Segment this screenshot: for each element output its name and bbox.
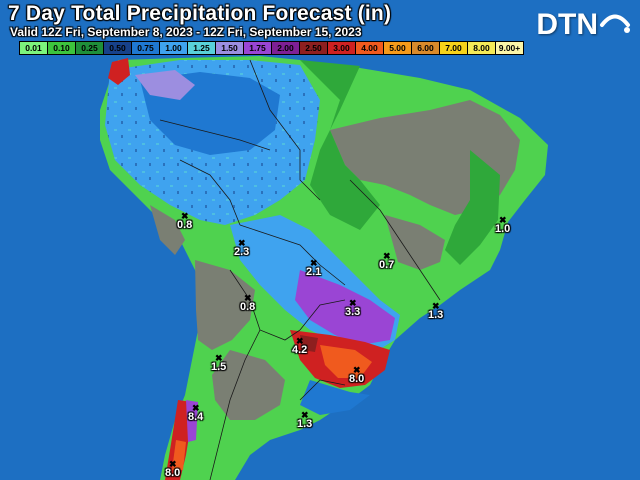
legend-cell: 7.00 xyxy=(439,41,468,55)
wet-chile-purple xyxy=(186,400,198,442)
heavy-chile-orange xyxy=(172,440,186,470)
station-marker-icon: ✖ xyxy=(215,353,223,363)
station-marker-icon: ✖ xyxy=(432,301,440,311)
precipitation-legend: 0.01 0.10 0.25 0.50 0.75 1.00 1.25 1.50 1.75 2.00… xyxy=(19,41,524,55)
station-value: 2.3 xyxy=(234,246,250,258)
station-marker-icon: ✖ xyxy=(181,211,189,221)
station-marker-icon: ✖ xyxy=(310,258,318,268)
heavy-darkred xyxy=(300,335,318,352)
legend-cell: 5.00 xyxy=(383,41,412,55)
station-marker-icon: ✖ xyxy=(238,238,246,248)
legend-cell: 3.00 xyxy=(327,41,356,55)
map-title: 7 Day Total Precipitation Forecast (in) xyxy=(8,2,392,25)
station-value: 4.2 xyxy=(292,344,308,356)
green-swath xyxy=(300,60,380,230)
station-value: 0.8 xyxy=(240,301,256,313)
legend-cell: 1.25 xyxy=(187,41,216,55)
station-marker-icon: ✖ xyxy=(169,459,177,469)
dtn-logo: DTN xyxy=(536,8,632,42)
dry-argentina xyxy=(212,350,285,420)
station-value: 8.4 xyxy=(188,411,204,423)
legend-cell: 9.00+ xyxy=(495,41,524,55)
wet-purple-nw xyxy=(135,70,195,100)
wet-red-nw xyxy=(108,58,130,85)
dry-region-peru xyxy=(150,205,185,255)
logo-text: DTN xyxy=(536,8,598,41)
station-value: 3.3 xyxy=(345,306,361,318)
legend-cell: 8.00 xyxy=(467,41,496,55)
station-value: 1.3 xyxy=(428,309,444,321)
dry-region-andes xyxy=(195,260,255,350)
station-marker-icon: ✖ xyxy=(499,215,507,225)
station-value: 1.0 xyxy=(495,223,511,235)
legend-cell: 2.00 xyxy=(271,41,300,55)
heavy-purple xyxy=(295,270,395,345)
station-marker-icon: ✖ xyxy=(301,410,309,420)
station-marker-icon: ✖ xyxy=(349,298,357,308)
legend-cell: 0.25 xyxy=(75,41,104,55)
legend-cell: 6.00 xyxy=(411,41,440,55)
heavy-orange xyxy=(320,345,372,378)
station-marker-icon: ✖ xyxy=(353,365,361,375)
station-value: 8.0 xyxy=(165,467,181,479)
station-value: 8.0 xyxy=(349,373,365,385)
station-value: 1.3 xyxy=(297,418,313,430)
legend-cell: 4.00 xyxy=(355,41,384,55)
station-marker-icon: ✖ xyxy=(192,403,200,413)
green-swath-2 xyxy=(445,150,500,265)
borders xyxy=(159,59,441,480)
station-marker-icon: ✖ xyxy=(244,293,252,303)
dry-region-2 xyxy=(385,215,445,270)
legend-cell: 0.01 xyxy=(19,41,48,55)
station-value: 1.5 xyxy=(211,361,227,373)
station-value: 2.1 xyxy=(306,266,322,278)
legend-cell: 1.75 xyxy=(243,41,272,55)
station-value: 0.8 xyxy=(177,219,193,231)
valid-period: Valid 12Z Fri, September 8, 2023 - 12Z F… xyxy=(10,25,362,39)
station-value: 0.7 xyxy=(379,259,395,271)
legend-cell: 0.75 xyxy=(131,41,160,55)
legend-cell: 0.10 xyxy=(47,41,76,55)
station-marker-icon: ✖ xyxy=(296,336,304,346)
legend-cell: 0.50 xyxy=(103,41,132,55)
wet-south xyxy=(300,380,370,415)
heavy-chile xyxy=(165,400,192,480)
legend-cell: 2.50 xyxy=(299,41,328,55)
legend-cell: 1.00 xyxy=(159,41,188,55)
station-marker-icon: ✖ xyxy=(383,251,391,261)
dtn-swoosh-icon xyxy=(600,14,630,33)
legend-cell: 1.50 xyxy=(215,41,244,55)
